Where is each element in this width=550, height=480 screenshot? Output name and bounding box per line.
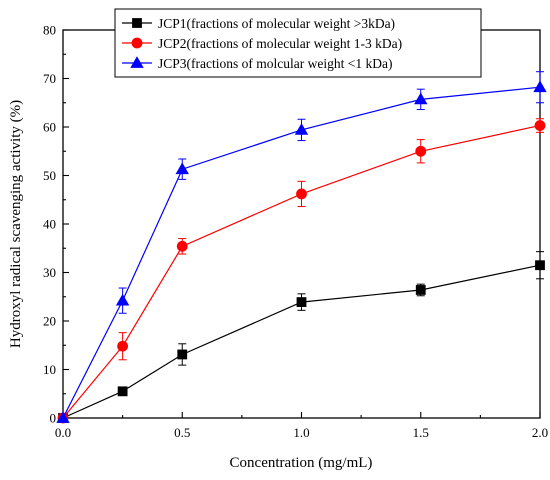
data-point — [533, 80, 547, 93]
series-line — [62, 264, 541, 419]
data-point — [177, 349, 188, 360]
y-axis-ticks: 0 10 20 30 40 50 60 70 80 — [43, 23, 69, 426]
x-tick-label: 0.0 — [55, 425, 71, 440]
series-line — [62, 86, 541, 419]
y-tick-label: 20 — [43, 314, 56, 329]
y-tick-label: 40 — [43, 217, 56, 232]
plot-frame — [62, 29, 541, 419]
y-tick-label: 50 — [43, 168, 56, 183]
legend-item: JCP3(fractions of molcular weight <1 kDa… — [122, 56, 392, 71]
series-1 — [58, 251, 545, 423]
data-point — [294, 123, 309, 135]
legend-label: JCP2(fractions of molecular weight 1-3 k… — [158, 36, 402, 51]
y-tick-label: 80 — [43, 23, 56, 38]
data-point — [175, 162, 189, 175]
legend-item: JCP2(fractions of molecular weight 1-3 k… — [122, 36, 402, 51]
series-line — [62, 124, 541, 419]
legend-item: JCP1(fractions of molecular weight >3kDa… — [122, 16, 395, 31]
data-point — [535, 260, 545, 271]
legend-label: JCP1(fractions of molecular weight >3kDa… — [158, 16, 395, 31]
axes — [62, 29, 541, 419]
data-point — [117, 340, 129, 352]
legend-marker — [132, 18, 142, 28]
x-axis-ticks: 0.0 0.5 1.0 1.5 2.0 — [55, 412, 548, 440]
data-point — [414, 92, 428, 105]
x-tick-label: 1.5 — [413, 425, 429, 440]
data-point — [56, 411, 70, 423]
legend-label: JCP3(fractions of molcular weight <1 kDa… — [158, 56, 392, 71]
y-tick-label: 60 — [43, 120, 56, 135]
x-tick-label: 1.0 — [293, 425, 309, 440]
legend-marker — [130, 56, 144, 68]
legend: JCP1(fractions of molecular weight >3kDa… — [114, 8, 482, 78]
y-tick-label: 0 — [50, 411, 57, 426]
series-2 — [57, 118, 546, 424]
data-point — [115, 293, 130, 306]
y-axis-title: Hydroxyl radical scavenging activity (%) — [8, 100, 24, 348]
data-point — [534, 120, 546, 131]
data-point — [415, 145, 427, 157]
data-point — [296, 188, 307, 200]
data-point — [415, 285, 426, 295]
series-3 — [56, 71, 547, 423]
y-tick-label: 30 — [43, 265, 56, 280]
legend-box — [114, 8, 482, 78]
series-layer — [56, 71, 547, 424]
x-tick-label: 0.5 — [174, 425, 190, 440]
data-point — [117, 386, 128, 397]
y-tick-label: 70 — [43, 71, 56, 86]
data-point — [296, 297, 307, 307]
x-tick-label: 2.0 — [532, 425, 548, 440]
y-tick-label: 10 — [43, 362, 56, 377]
data-point — [176, 240, 188, 252]
legend-marker — [131, 37, 143, 49]
x-axis-title: Concentration (mg/mL) — [230, 455, 373, 471]
